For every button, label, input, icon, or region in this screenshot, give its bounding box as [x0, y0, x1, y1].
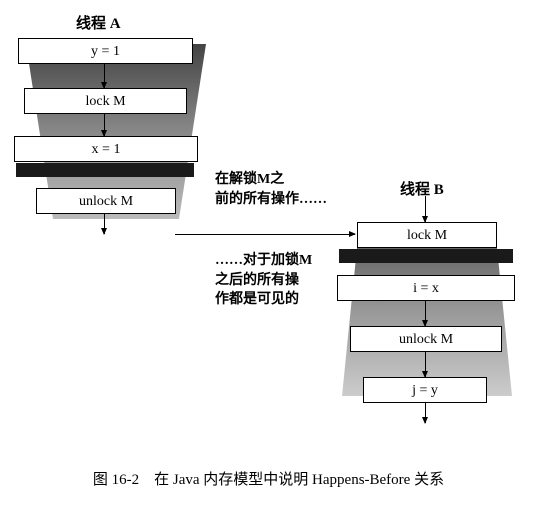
thread-b-box-1: i = x [337, 275, 515, 301]
thread-a-arrow-0 [104, 64, 105, 88]
thread-b-box-3: j = y [363, 377, 487, 403]
annotation-after-lock: ……对于加锁M之后的所有操作都是可见的 [215, 251, 312, 310]
thread-a-box-2: x = 1 [14, 136, 198, 162]
thread-a-arrow-2 [104, 214, 105, 234]
thread-a-box-0: y = 1 [18, 38, 193, 64]
thread-a-label: 线程 A [76, 12, 121, 33]
thread-b-label: 线程 B [400, 178, 444, 199]
thread-b-dark-band [339, 249, 513, 263]
thread-b-arrow-1 [425, 301, 426, 326]
thread-b-box-2: unlock M [350, 326, 502, 352]
happens-before-arrow [175, 234, 355, 235]
thread-a-box-3: unlock M [36, 188, 176, 214]
thread-b-box-0: lock M [357, 222, 497, 248]
thread-a-dark-band [16, 163, 194, 177]
thread-a-arrow-1 [104, 114, 105, 136]
thread-b-arrow-2 [425, 352, 426, 377]
thread-b-arrow-3 [425, 403, 426, 423]
thread-a-box-1: lock M [24, 88, 187, 114]
figure-caption: 图 16-2 在 Java 内存模型中说明 Happens-Before 关系 [0, 468, 537, 489]
annotation-before-unlock: 在解锁M之前的所有操作…… [215, 170, 327, 209]
thread-b-arrow-0 [425, 196, 426, 222]
